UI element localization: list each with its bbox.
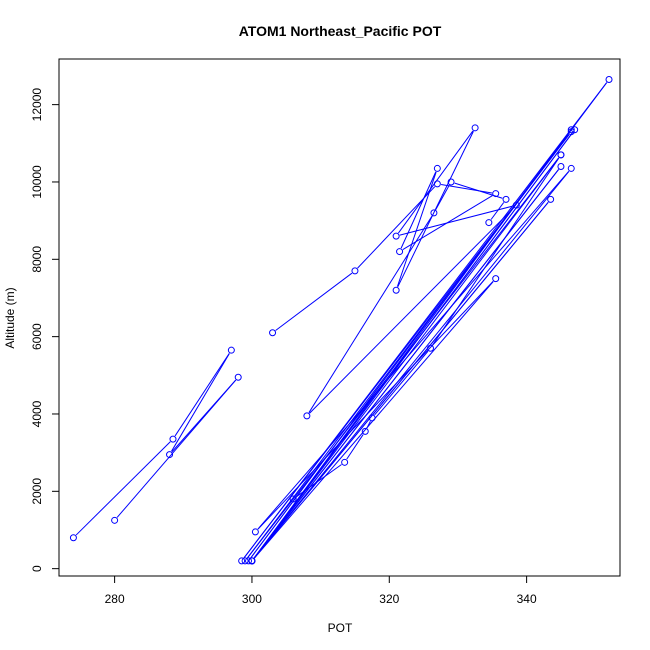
series-segment bbox=[254, 281, 494, 559]
series-segment bbox=[397, 130, 474, 234]
series bbox=[69, 346, 242, 542]
series-segment bbox=[400, 171, 437, 249]
y-tick-label: 6000 bbox=[30, 323, 44, 350]
data-point bbox=[567, 128, 575, 136]
data-point bbox=[166, 451, 174, 459]
data-point bbox=[69, 534, 77, 542]
x-tick-label: 320 bbox=[379, 592, 399, 606]
data-point bbox=[567, 126, 575, 134]
series-segment bbox=[441, 184, 493, 194]
x-tick-label: 300 bbox=[242, 592, 262, 606]
data-point bbox=[571, 126, 579, 134]
data-point bbox=[111, 516, 119, 524]
series-segment bbox=[490, 202, 505, 220]
data-point bbox=[557, 151, 565, 159]
data-point bbox=[289, 495, 297, 503]
x-axis-label: POT bbox=[328, 621, 353, 635]
data-point bbox=[241, 557, 249, 565]
series bbox=[238, 75, 613, 565]
series-segment bbox=[374, 350, 429, 416]
series-segment bbox=[346, 434, 364, 460]
data-point bbox=[251, 528, 259, 536]
series-segment bbox=[253, 171, 570, 559]
series-segment bbox=[295, 464, 342, 498]
data-point bbox=[485, 219, 493, 227]
series-segment bbox=[75, 441, 171, 536]
y-tick-label: 2000 bbox=[30, 478, 44, 505]
y-tick-label: 0 bbox=[30, 565, 44, 572]
series-segment bbox=[171, 353, 230, 452]
series-segment bbox=[454, 182, 503, 199]
data-point bbox=[248, 557, 256, 565]
data-point bbox=[368, 414, 376, 422]
data-point bbox=[567, 164, 575, 172]
series-segment bbox=[253, 201, 549, 559]
x-tick-label: 280 bbox=[105, 592, 125, 606]
series-segment bbox=[396, 171, 437, 287]
series-segment bbox=[116, 379, 237, 518]
series bbox=[289, 151, 565, 503]
series-segment bbox=[257, 281, 494, 530]
data-point bbox=[492, 190, 500, 198]
series-segment bbox=[253, 132, 573, 559]
data-point bbox=[433, 164, 441, 172]
series-segment bbox=[308, 215, 433, 413]
data-point bbox=[492, 275, 500, 283]
data-point bbox=[471, 124, 479, 132]
data-point bbox=[169, 435, 177, 443]
y-axis-label: Altitude (m) bbox=[3, 287, 17, 348]
y-tick-label: 8000 bbox=[30, 246, 44, 273]
data-point bbox=[557, 162, 565, 170]
series-segment bbox=[432, 157, 560, 346]
data-point bbox=[547, 195, 555, 203]
data-point bbox=[392, 286, 400, 294]
y-axis: 0 2000 4000 6000 8000 10000 12000 bbox=[30, 88, 59, 572]
x-tick-label: 340 bbox=[517, 592, 537, 606]
data-point bbox=[502, 195, 510, 203]
series-segment bbox=[275, 272, 353, 331]
series-layer bbox=[69, 75, 613, 565]
y-tick-label: 4000 bbox=[30, 400, 44, 427]
y-tick-label: 12000 bbox=[30, 88, 44, 122]
data-point bbox=[341, 458, 349, 466]
series-segment bbox=[366, 421, 371, 429]
plot-frame bbox=[58, 58, 621, 577]
data-point bbox=[447, 178, 455, 186]
data-point bbox=[351, 267, 359, 275]
data-point bbox=[392, 232, 400, 240]
y-tick-label: 10000 bbox=[30, 165, 44, 199]
data-point bbox=[605, 75, 613, 83]
data-point bbox=[433, 180, 441, 188]
data-point bbox=[227, 346, 235, 354]
x-axis: 280 300 320 340 bbox=[105, 576, 537, 606]
data-point bbox=[426, 344, 434, 352]
series-segment bbox=[257, 170, 570, 530]
series-segment bbox=[253, 169, 559, 559]
data-point bbox=[269, 329, 277, 337]
series-segment bbox=[243, 82, 608, 559]
series-segment bbox=[174, 353, 230, 437]
series-segment bbox=[399, 205, 513, 236]
series-segment bbox=[435, 185, 450, 210]
data-point bbox=[430, 209, 438, 217]
series-segment bbox=[309, 207, 514, 414]
data-point bbox=[361, 427, 369, 435]
data-point bbox=[245, 557, 253, 565]
data-point bbox=[238, 557, 246, 565]
data-point bbox=[234, 373, 242, 381]
series-segment bbox=[247, 157, 560, 559]
data-point bbox=[303, 412, 311, 420]
series bbox=[269, 124, 520, 420]
chart-title: ATOM1 Northeast_Pacific POT bbox=[239, 23, 442, 39]
data-point bbox=[396, 248, 404, 256]
